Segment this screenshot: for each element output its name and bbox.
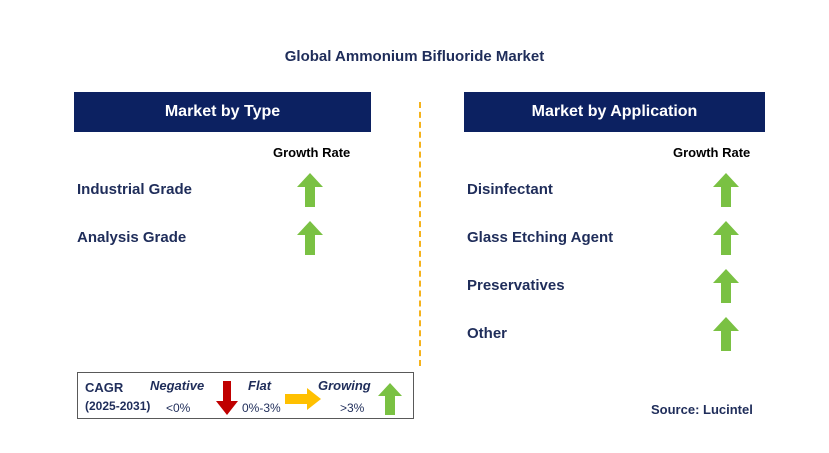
growing-arrow-icon [297,221,323,255]
page-title: Global Ammonium Bifluoride Market [284,48,545,65]
type-row-label: Industrial Grade [77,181,193,198]
flat-arrow-icon [285,388,321,410]
application-row-label: Glass Etching Agent [467,229,614,246]
type-growth-rate-label: Growth Rate [273,145,351,160]
growing-arrow-icon [713,269,739,303]
application-panel-header: Market by Application [464,92,765,132]
legend-flat-range: 0%-3% [242,401,281,415]
type-row-label: Analysis Grade [77,229,187,246]
legend-growing-range: >3% [340,401,365,415]
legend-cagr-label: CAGR [85,380,124,395]
growing-arrow-icon [713,317,739,351]
legend-growing-label: Growing [318,378,371,393]
legend-period: (2025-2031) [85,399,151,413]
growing-arrow-icon [378,383,402,415]
legend-negative-label: Negative [150,378,205,393]
growing-arrow-icon [297,173,323,207]
source-credit: Source: Lucintel [651,402,753,417]
growing-arrow-icon [713,173,739,207]
growing-arrow-icon [713,221,739,255]
application-row-label: Other [467,325,508,342]
type-panel-header: Market by Type [74,92,371,132]
application-row-label: Disinfectant [467,181,553,198]
application-row-label: Preservatives [467,277,565,294]
application-growth-rate-label: Growth Rate [673,145,751,160]
cagr-legend: CAGR (2025-2031) Negative <0% Flat 0%-3%… [77,372,414,419]
panel-divider [419,102,421,366]
legend-flat-label: Flat [248,378,272,393]
negative-arrow-icon [216,381,238,415]
legend-negative-range: <0% [166,401,191,415]
